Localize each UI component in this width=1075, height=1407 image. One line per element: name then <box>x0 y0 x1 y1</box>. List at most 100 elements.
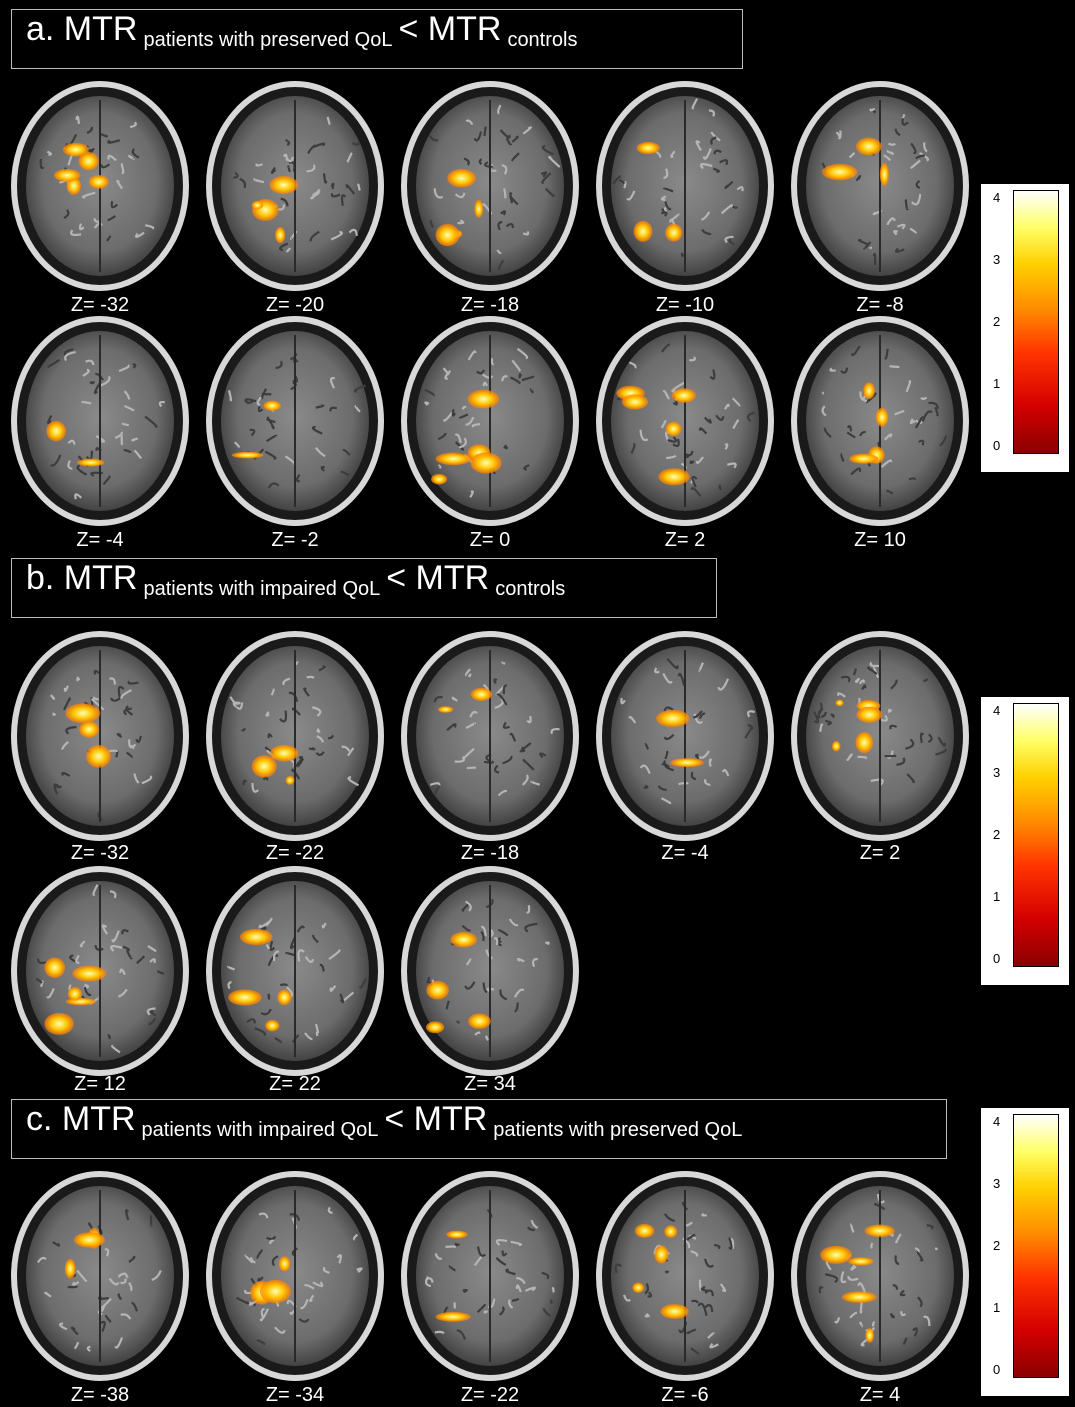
brain-slice-image <box>596 1171 774 1381</box>
panel-b-title: b. MTR patients with impaired QoL < MTR … <box>11 558 717 618</box>
brain-slice-image <box>206 316 384 526</box>
brain-slice <box>595 315 775 527</box>
z-coordinate-label: Z= -10 <box>655 294 715 316</box>
panel-a-title: a. MTR patients with preserved QoL < MTR… <box>11 9 743 69</box>
title-lead: c. MTR <box>26 1100 136 1138</box>
brain-slice-image <box>11 631 189 841</box>
z-coordinate-label: Z= -32 <box>70 842 130 864</box>
z-coordinate-label: Z= 12 <box>74 1073 126 1095</box>
z-coordinate-label: Z= -22 <box>265 842 325 864</box>
colorbar-tick: 4 <box>993 190 1001 205</box>
brain-slice <box>400 865 580 1077</box>
colorbar-tick: 3 <box>993 765 1001 780</box>
brain-slice-image <box>11 1171 189 1381</box>
brain-slice <box>595 1170 775 1382</box>
z-coordinate-label: Z= -32 <box>70 294 130 316</box>
brain-slice-image <box>11 316 189 526</box>
colorbar-a: 4 3 2 1 0 <box>981 184 1069 472</box>
brain-slice <box>400 80 580 292</box>
z-coordinate-label: Z= 10 <box>854 529 906 551</box>
brain-slice <box>400 630 580 842</box>
z-coordinate-label: Z= -6 <box>661 1384 709 1406</box>
colorbar-gradient <box>1013 190 1059 454</box>
colorbar-b: 4 3 2 1 0 <box>981 697 1069 985</box>
colorbar-tick: 2 <box>993 314 1001 329</box>
brain-slice <box>205 630 385 842</box>
brain-slice <box>205 865 385 1077</box>
title-lead: a. MTR <box>26 10 138 48</box>
z-coordinate-label: Z= 34 <box>464 1073 516 1095</box>
brain-slice-image <box>596 81 774 291</box>
z-coordinate-label: Z= 2 <box>859 842 901 864</box>
brain-slice <box>400 315 580 527</box>
colorbar-gradient <box>1013 1114 1059 1378</box>
title-mid: < MTR <box>386 559 490 597</box>
brain-slice <box>790 80 970 292</box>
colorbar-gradient <box>1013 703 1059 967</box>
brain-slice <box>790 1170 970 1382</box>
z-coordinate-label: Z= 0 <box>469 529 511 551</box>
colorbar-tick: 0 <box>993 951 1001 966</box>
brain-slice <box>10 80 190 292</box>
brain-slice-image <box>206 631 384 841</box>
title-lead: b. MTR <box>26 559 138 597</box>
brain-slice <box>790 315 970 527</box>
brain-slice-image <box>791 631 969 841</box>
colorbar-tick: 2 <box>993 827 1001 842</box>
brain-slice <box>10 630 190 842</box>
brain-slice-image <box>11 81 189 291</box>
brain-slice-image <box>791 1171 969 1381</box>
title-sub1: patients with impaired QoL <box>141 1119 379 1141</box>
brain-slice-image <box>401 866 579 1076</box>
colorbar-tick: 3 <box>993 252 1001 267</box>
colorbar-c: 4 3 2 1 0 <box>981 1108 1069 1396</box>
brain-slice-image <box>401 631 579 841</box>
brain-slice-image <box>791 316 969 526</box>
brain-slice <box>595 80 775 292</box>
brain-slice-image <box>596 631 774 841</box>
brain-slice-image <box>206 1171 384 1381</box>
brain-slice <box>205 80 385 292</box>
title-mid: < MTR <box>384 1100 488 1138</box>
brain-slice-image <box>206 81 384 291</box>
z-coordinate-label: Z= -22 <box>460 1384 520 1406</box>
colorbar-tick: 4 <box>993 703 1001 718</box>
brain-slice <box>790 630 970 842</box>
colorbar-tick: 2 <box>993 1238 1001 1253</box>
z-coordinate-label: Z= -20 <box>265 294 325 316</box>
z-coordinate-label: Z= -8 <box>856 294 904 316</box>
title-mid: < MTR <box>398 10 502 48</box>
brain-slice-image <box>11 866 189 1076</box>
brain-slice-image <box>401 1171 579 1381</box>
title-sub2: patients with preserved QoL <box>493 1119 743 1141</box>
z-coordinate-label: Z= -2 <box>271 529 319 551</box>
brain-slice <box>205 1170 385 1382</box>
z-coordinate-label: Z= 2 <box>664 529 706 551</box>
title-sub2: controls <box>507 29 578 51</box>
z-coordinate-label: Z= 22 <box>269 1073 321 1095</box>
brain-slice <box>10 865 190 1077</box>
brain-slice-image <box>401 81 579 291</box>
colorbar-tick: 0 <box>993 438 1001 453</box>
colorbar-tick: 4 <box>993 1114 1001 1129</box>
z-coordinate-label: Z= -18 <box>460 294 520 316</box>
brain-slice-image <box>791 81 969 291</box>
brain-slice-image <box>206 866 384 1076</box>
z-coordinate-label: Z= -4 <box>76 529 124 551</box>
brain-slice <box>595 630 775 842</box>
z-coordinate-label: Z= -4 <box>661 842 709 864</box>
brain-slice-image <box>596 316 774 526</box>
title-sub2: controls <box>495 578 566 600</box>
title-sub1: patients with impaired QoL <box>143 578 381 600</box>
colorbar-tick: 1 <box>993 376 1001 391</box>
panel-c-title: c. MTR patients with impaired QoL < MTR … <box>11 1099 947 1159</box>
z-coordinate-label: Z= -34 <box>265 1384 325 1406</box>
colorbar-tick: 1 <box>993 1300 1001 1315</box>
z-coordinate-label: Z= 4 <box>859 1384 901 1406</box>
z-coordinate-label: Z= -18 <box>460 842 520 864</box>
brain-slice <box>10 315 190 527</box>
title-sub1: patients with preserved QoL <box>143 29 393 51</box>
brain-slice-image <box>401 316 579 526</box>
brain-slice <box>205 315 385 527</box>
brain-slice <box>10 1170 190 1382</box>
